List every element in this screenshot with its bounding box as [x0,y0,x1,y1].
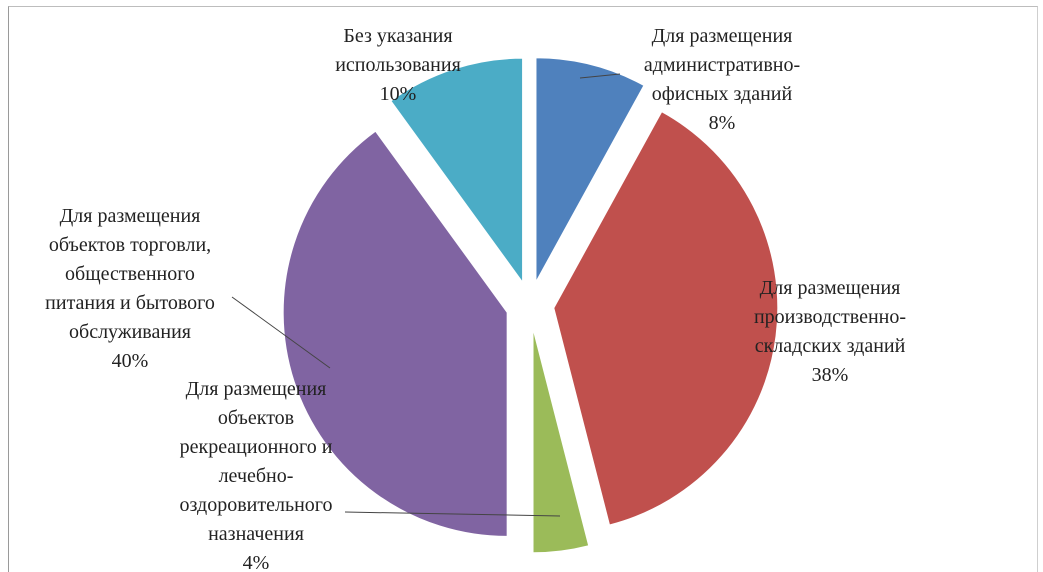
slice-percent-production-warehouse: 38% [812,364,849,386]
slice-label-line: использования [335,54,461,76]
slice-label-line: лечебно- [219,465,294,487]
pie-slices [282,57,779,554]
slice-label-recreation-health: Для размещения объектов рекреационного и ле… [180,378,333,572]
slice-label-line: оздоровительного [180,494,333,516]
leader-line-trade-catering [231,296,331,369]
slice-label-line: Для размещения [186,378,327,400]
slice-label-line: объектов [218,407,294,429]
slice-label-line: Для размещения [60,205,201,227]
slice-label-line: питания и бытового [45,292,215,314]
pie-slice-trade-catering [282,130,508,537]
slice-label-line: Для размещения [760,277,901,299]
leader-lines [231,73,621,517]
slice-label-production-warehouse: Для размещения производственно-складских … [754,277,906,386]
slice-label-line: назначения [208,523,304,545]
pie-slice-unspecified [390,57,524,284]
slice-label-line: общественного [65,263,195,285]
pie-slice-recreation-health [532,328,590,554]
slice-label-line: производственно- [754,306,906,328]
slice-percent-unspecified: 10% [380,83,417,105]
slice-label-line: Без указания [343,25,452,47]
slice-labels: Для размещения административно-офисных зд… [45,25,906,572]
slice-label-line: офисных зданий [652,83,793,105]
pie-slice-production-warehouse [553,111,779,526]
slice-label-line: обслуживания [69,321,191,343]
slice-label-line: складских зданий [755,335,906,357]
slice-label-line: Для размещения [652,25,793,47]
slice-label-line: рекреационного и [180,436,333,458]
slice-label-line: объектов торговли, [49,234,211,256]
slice-label-line: административно- [644,54,800,76]
slice-percent-recreation-health: 4% [243,552,270,572]
leader-line-recreation-health [344,511,561,517]
pie-slice-admin-office [535,57,645,282]
slice-percent-admin-office: 8% [709,112,736,134]
slice-label-admin-office: Для размещения административно-офисных зд… [644,25,800,134]
slice-label-unspecified: Без указания использования 10% [335,25,461,105]
slice-percent-trade-catering: 40% [112,350,149,372]
slice-label-trade-catering: Для размещения объектов торговли, обществе… [45,205,215,372]
leader-line-admin-office [579,73,621,79]
